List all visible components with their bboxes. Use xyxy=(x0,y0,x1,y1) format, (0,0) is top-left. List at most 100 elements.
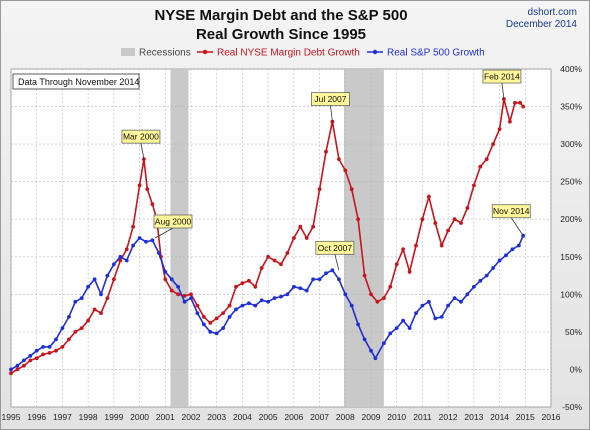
callout-label: Jul 2007 xyxy=(314,94,346,104)
sp500-point xyxy=(285,292,290,297)
margin-debt-point xyxy=(105,296,110,300)
sp500-point xyxy=(279,294,283,299)
sp500-point xyxy=(465,292,470,297)
y-tick-label: 100% xyxy=(560,289,582,299)
sp500-point xyxy=(394,326,399,330)
recession-bands xyxy=(170,69,384,407)
sp500-point xyxy=(337,277,341,282)
margin-debt-point xyxy=(388,284,393,289)
y-tick-label: 200% xyxy=(560,214,582,224)
sp500-point xyxy=(343,292,348,297)
margin-debt-point xyxy=(427,194,431,199)
margin-debt-point xyxy=(343,168,348,173)
margin-debt-series xyxy=(9,97,526,376)
margin-debt-point xyxy=(112,277,116,282)
margin-debt-point xyxy=(86,318,90,323)
legend-recession-swatch xyxy=(121,48,135,56)
sp500-point xyxy=(382,341,386,346)
callout-pointer xyxy=(510,217,524,236)
x-tick-label: 2011 xyxy=(413,412,432,422)
sp500-point xyxy=(504,253,508,258)
margin-debt-point xyxy=(41,352,45,357)
margin-debt-point xyxy=(202,315,206,319)
margin-debt-point xyxy=(145,187,150,192)
sp500-point xyxy=(317,277,322,282)
sp500-point xyxy=(144,239,148,244)
margin-debt-point xyxy=(298,224,303,229)
callout-box xyxy=(491,204,531,219)
margin-debt-point xyxy=(240,281,245,285)
sp500-point xyxy=(60,326,65,330)
sp500-point xyxy=(491,266,495,270)
sp500-point xyxy=(292,284,296,289)
sp500-point xyxy=(298,286,303,291)
margin-debt-point xyxy=(375,299,380,304)
sp500-point xyxy=(388,331,393,336)
margin-debt-point xyxy=(163,277,168,282)
x-axis-ticks: 1995 1996 1997 1998 1999 2000 2001 2002 2003 2004… xyxy=(2,412,561,422)
margin-debt-point xyxy=(521,104,526,109)
callout-label: Nov 2014 xyxy=(493,206,530,216)
sp500-point xyxy=(47,345,52,349)
callout-feb-2014: Feb 2014 xyxy=(482,69,522,100)
sp500-point xyxy=(182,299,187,304)
x-tick-label: 2005 xyxy=(259,412,278,422)
sp500-point xyxy=(67,315,71,319)
x-tick-label: 1998 xyxy=(79,412,98,422)
margin-debt-point xyxy=(508,119,512,124)
margin-debt-point xyxy=(182,293,187,298)
sp500-point xyxy=(478,278,483,283)
margin-debt-point xyxy=(452,217,457,222)
sp500-point xyxy=(240,303,245,308)
margin-debt-point xyxy=(433,221,438,225)
margin-debt-point xyxy=(137,183,142,188)
margin-debt-point xyxy=(124,247,129,252)
sp500-point xyxy=(34,348,39,353)
callout-box xyxy=(311,92,350,106)
sp500-point xyxy=(266,299,270,304)
legend: Recessions Real NYSE Margin Debt Growth … xyxy=(121,48,485,59)
sp500-point xyxy=(517,243,521,248)
margin-debt-point xyxy=(15,367,20,372)
margin-debt-point xyxy=(221,311,226,315)
callout-pointer xyxy=(330,105,333,122)
callout-box xyxy=(153,214,193,229)
sp500-point xyxy=(208,330,213,334)
margin-debt-point xyxy=(513,100,517,105)
callout-oct-2007: Oct 2007 xyxy=(315,240,355,271)
sp500-point xyxy=(150,238,155,243)
sp500-point xyxy=(163,269,168,274)
margin-debt-point xyxy=(401,247,405,252)
legend-sp500-marker xyxy=(372,49,378,55)
sp500-point xyxy=(304,288,309,293)
sp500-point xyxy=(459,299,463,304)
margin-debt-point xyxy=(214,316,219,321)
sp500-point xyxy=(373,356,378,361)
recession-band xyxy=(170,69,189,407)
margin-debt-point xyxy=(349,187,354,192)
callout-label: Oct 2007 xyxy=(318,243,353,253)
plot-background xyxy=(10,68,552,408)
sp500-point xyxy=(124,258,129,263)
sp500-point xyxy=(79,296,84,300)
callout-box xyxy=(482,69,522,84)
margin-debt-point xyxy=(253,284,258,289)
callout-label: Feb 2014 xyxy=(484,72,520,82)
sp500-point xyxy=(356,322,360,327)
margin-debt-point xyxy=(47,351,52,355)
margin-debt-point xyxy=(497,127,502,131)
sp500-point xyxy=(414,311,418,315)
margin-debt-point xyxy=(118,258,123,263)
callout-jul-2007: Jul 2007 xyxy=(311,92,350,122)
margin-debt-point xyxy=(285,251,290,255)
x-tick-label: 1996 xyxy=(27,412,46,422)
callout-label: Mar 2000 xyxy=(123,132,159,142)
x-tick-label: 2002 xyxy=(182,412,201,422)
margin-debt-point xyxy=(330,119,335,124)
margin-debt-point xyxy=(79,326,84,330)
sp500-point xyxy=(214,331,219,336)
sp500-point xyxy=(330,268,335,273)
x-tick-label: 2009 xyxy=(362,412,381,422)
sp500-point xyxy=(369,348,373,353)
